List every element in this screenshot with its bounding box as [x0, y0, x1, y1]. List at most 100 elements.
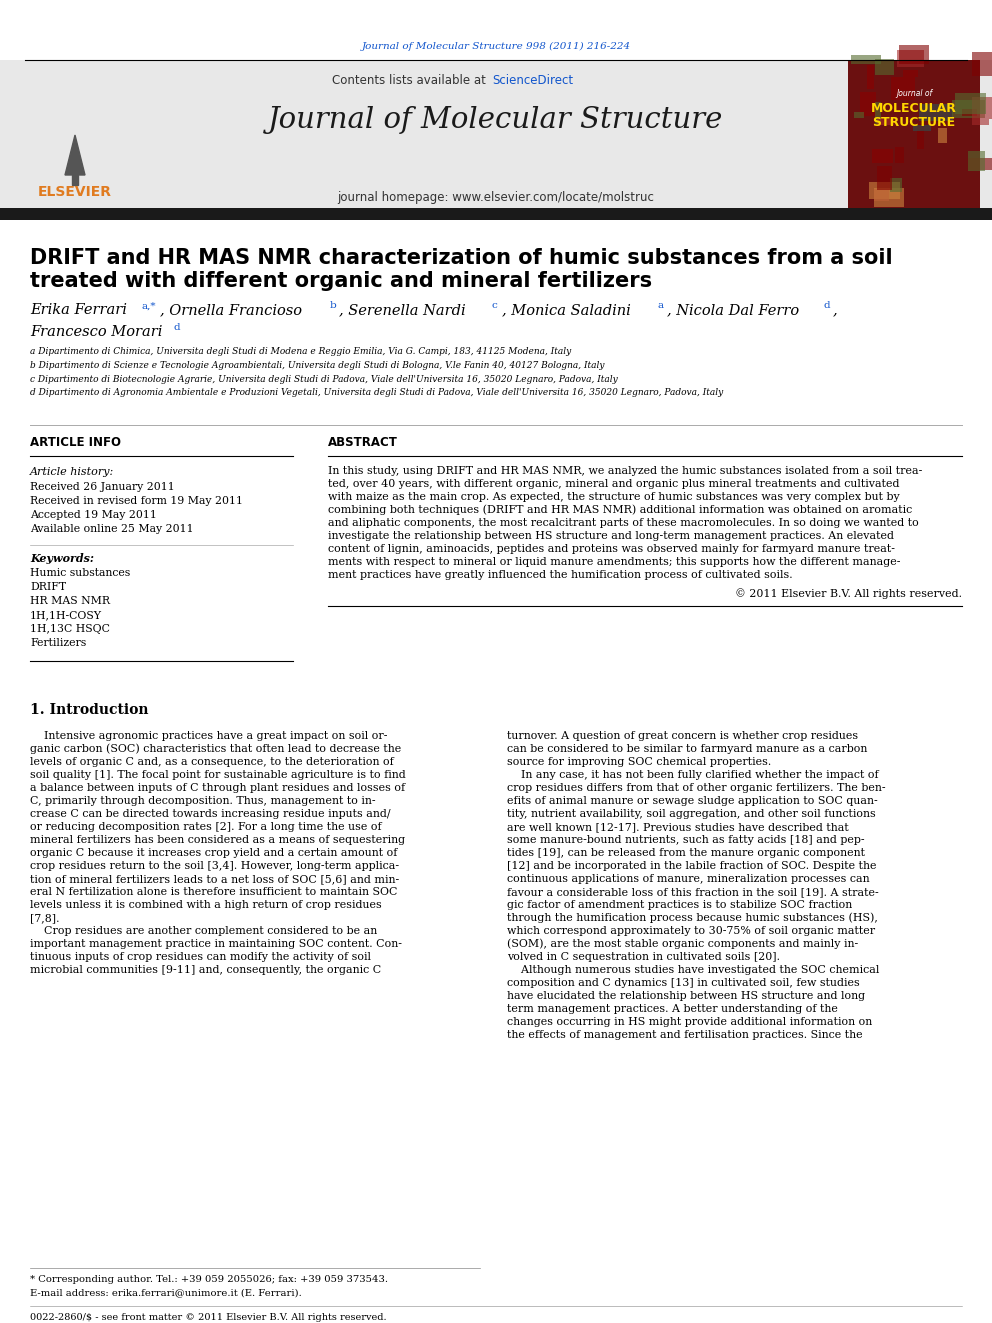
FancyBboxPatch shape: [954, 93, 986, 114]
Text: Contents lists available at: Contents lists available at: [332, 74, 490, 86]
Text: soil quality [1]. The focal point for sustainable agriculture is to find: soil quality [1]. The focal point for su…: [30, 770, 406, 781]
Text: C, primarily through decomposition. Thus, management to in-: C, primarily through decomposition. Thus…: [30, 796, 376, 806]
Text: tity, nutrient availability, soil aggregation, and other soil functions: tity, nutrient availability, soil aggreg…: [507, 808, 876, 819]
Text: STRUCTURE: STRUCTURE: [872, 115, 955, 128]
Text: ScienceDirect: ScienceDirect: [492, 74, 573, 86]
Text: 1H,1H-COSY: 1H,1H-COSY: [30, 610, 102, 620]
Text: Intensive agronomic practices have a great impact on soil or-: Intensive agronomic practices have a gre…: [30, 732, 388, 741]
Text: , Serenella Nardi: , Serenella Nardi: [339, 303, 470, 318]
FancyBboxPatch shape: [898, 50, 925, 67]
FancyBboxPatch shape: [848, 60, 980, 208]
Text: favour a considerable loss of this fraction in the soil [19]. A strate-: favour a considerable loss of this fract…: [507, 886, 879, 897]
Text: d: d: [824, 302, 830, 311]
Text: crop residues differs from that of other organic fertilizers. The ben-: crop residues differs from that of other…: [507, 783, 886, 792]
Polygon shape: [65, 135, 85, 175]
Text: Received 26 January 2011: Received 26 January 2011: [30, 482, 175, 492]
Text: Crop residues are another complement considered to be an: Crop residues are another complement con…: [30, 926, 377, 935]
Text: [7,8].: [7,8].: [30, 913, 60, 923]
Text: efits of animal manure or sewage sludge application to SOC quan-: efits of animal manure or sewage sludge …: [507, 796, 878, 806]
FancyBboxPatch shape: [938, 128, 947, 143]
Text: , Ornella Francioso: , Ornella Francioso: [160, 303, 307, 318]
Text: © 2011 Elsevier B.V. All rights reserved.: © 2011 Elsevier B.V. All rights reserved…: [735, 589, 962, 599]
Text: mineral fertilizers has been considered as a means of sequestering: mineral fertilizers has been considered …: [30, 835, 405, 845]
Text: with maize as the main crop. As expected, the structure of humic substances was : with maize as the main crop. As expected…: [328, 492, 900, 501]
Text: or reducing decomposition rates [2]. For a long time the use of: or reducing decomposition rates [2]. For…: [30, 822, 382, 832]
Text: Journal of Molecular Structure 998 (2011) 216-224: Journal of Molecular Structure 998 (2011…: [361, 41, 631, 50]
Text: * Corresponding author. Tel.: +39 059 2055026; fax: +39 059 373543.: * Corresponding author. Tel.: +39 059 20…: [30, 1275, 388, 1285]
Text: (SOM), are the most stable organic components and mainly in-: (SOM), are the most stable organic compo…: [507, 939, 858, 950]
Text: which correspond approximately to 30-75% of soil organic matter: which correspond approximately to 30-75%…: [507, 926, 875, 935]
Text: volved in C sequestration in cultivated soils [20].: volved in C sequestration in cultivated …: [507, 953, 780, 962]
Text: c Dipartimento di Biotecnologie Agrarie, Universita degli Studi di Padova, Viale: c Dipartimento di Biotecnologie Agrarie,…: [30, 374, 618, 384]
Text: and aliphatic components, the most recalcitrant parts of these macromolecules. I: and aliphatic components, the most recal…: [328, 519, 919, 528]
Text: b Dipartimento di Scienze e Tecnologie Agroambientali, Universita degli Studi di: b Dipartimento di Scienze e Tecnologie A…: [30, 361, 604, 370]
FancyBboxPatch shape: [972, 119, 989, 124]
Text: the effects of management and fertilisation practices. Since the: the effects of management and fertilisat…: [507, 1031, 863, 1040]
Text: Journal of Molecular Structure: Journal of Molecular Structure: [268, 106, 724, 134]
FancyBboxPatch shape: [869, 183, 900, 200]
Text: Francesco Morari: Francesco Morari: [30, 325, 167, 339]
Text: MOLECULAR: MOLECULAR: [871, 102, 957, 115]
FancyBboxPatch shape: [972, 52, 992, 75]
Text: ments with respect to mineral or liquid manure amendments; this supports how the: ments with respect to mineral or liquid …: [328, 557, 901, 568]
FancyBboxPatch shape: [895, 147, 905, 163]
FancyBboxPatch shape: [962, 110, 977, 115]
Text: ment practices have greatly influenced the humification process of cultivated so: ment practices have greatly influenced t…: [328, 570, 793, 579]
FancyBboxPatch shape: [877, 167, 893, 191]
FancyBboxPatch shape: [872, 149, 893, 163]
Text: ,: ,: [833, 303, 837, 318]
Text: through the humification process because humic substances (HS),: through the humification process because…: [507, 913, 878, 923]
Text: Keywords:: Keywords:: [30, 553, 94, 565]
Text: E-mail address: erika.ferrari@unimore.it (E. Ferrari).: E-mail address: erika.ferrari@unimore.it…: [30, 1289, 302, 1298]
Text: a Dipartimento di Chimica, Universita degli Studi di Modena e Reggio Emilia, Via: a Dipartimento di Chimica, Universita de…: [30, 348, 571, 356]
Text: important management practice in maintaining SOC content. Con-: important management practice in maintai…: [30, 939, 402, 949]
FancyBboxPatch shape: [903, 70, 918, 77]
Text: Received in revised form 19 May 2011: Received in revised form 19 May 2011: [30, 496, 243, 505]
Text: can be considered to be similar to farmyard manure as a carbon: can be considered to be similar to farmy…: [507, 744, 867, 754]
FancyBboxPatch shape: [860, 91, 877, 116]
Text: ted, over 40 years, with different organic, mineral and organic plus mineral tre: ted, over 40 years, with different organ…: [328, 479, 900, 490]
Text: treated with different organic and mineral fertilizers: treated with different organic and miner…: [30, 271, 652, 291]
Text: Accepted 19 May 2011: Accepted 19 May 2011: [30, 509, 157, 520]
Text: continuous applications of manure, mineralization processes can: continuous applications of manure, miner…: [507, 875, 870, 884]
Text: Article history:: Article history:: [30, 467, 114, 478]
Text: 1. Introduction: 1. Introduction: [30, 703, 149, 717]
Text: journal homepage: www.elsevier.com/locate/molstruc: journal homepage: www.elsevier.com/locat…: [337, 191, 655, 204]
Text: In this study, using DRIFT and HR MAS NMR, we analyzed the humic substances isol: In this study, using DRIFT and HR MAS NM…: [328, 466, 923, 476]
FancyBboxPatch shape: [899, 45, 930, 65]
Text: Humic substances: Humic substances: [30, 568, 130, 578]
FancyBboxPatch shape: [890, 179, 902, 192]
Text: crease C can be directed towards increasing residue inputs and/: crease C can be directed towards increas…: [30, 808, 391, 819]
Text: 0022-2860/$ - see front matter © 2011 Elsevier B.V. All rights reserved.: 0022-2860/$ - see front matter © 2011 El…: [30, 1314, 387, 1323]
Text: levels of organic C and, as a consequence, to the deterioration of: levels of organic C and, as a consequenc…: [30, 757, 394, 767]
FancyBboxPatch shape: [851, 56, 881, 65]
Text: crop residues return to the soil [3,4]. However, long-term applica-: crop residues return to the soil [3,4]. …: [30, 861, 399, 871]
Text: ELSEVIER: ELSEVIER: [38, 185, 112, 198]
Text: some manure-bound nutrients, such as fatty acids [18] and pep-: some manure-bound nutrients, such as fat…: [507, 835, 865, 845]
Text: a balance between inputs of C through plant residues and losses of: a balance between inputs of C through pl…: [30, 783, 405, 792]
FancyBboxPatch shape: [0, 208, 992, 220]
Text: Fertilizers: Fertilizers: [30, 638, 86, 648]
Text: tinuous inputs of crop residues can modify the activity of soil: tinuous inputs of crop residues can modi…: [30, 953, 371, 962]
FancyBboxPatch shape: [914, 126, 931, 131]
Text: , Monica Saladini: , Monica Saladini: [502, 303, 635, 318]
Text: gic factor of amendment practices is to stabilize SOC fraction: gic factor of amendment practices is to …: [507, 900, 852, 910]
Text: tion of mineral fertilizers leads to a net loss of SOC [5,6] and min-: tion of mineral fertilizers leads to a n…: [30, 875, 399, 884]
FancyBboxPatch shape: [874, 188, 904, 208]
FancyBboxPatch shape: [876, 102, 881, 124]
Text: term management practices. A better understanding of the: term management practices. A better unde…: [507, 1004, 838, 1013]
FancyBboxPatch shape: [874, 189, 889, 201]
Text: 1H,13C HSQC: 1H,13C HSQC: [30, 624, 110, 634]
Text: organic C because it increases crop yield and a certain amount of: organic C because it increases crop yiel…: [30, 848, 398, 859]
FancyBboxPatch shape: [877, 119, 894, 126]
Text: are well known [12-17]. Previous studies have described that: are well known [12-17]. Previous studies…: [507, 822, 849, 832]
FancyBboxPatch shape: [972, 97, 992, 119]
Text: Erika Ferrari: Erika Ferrari: [30, 303, 132, 318]
Text: composition and C dynamics [13] in cultivated soil, few studies: composition and C dynamics [13] in culti…: [507, 978, 860, 988]
Text: tides [19], can be released from the manure organic component: tides [19], can be released from the man…: [507, 848, 865, 859]
FancyBboxPatch shape: [875, 60, 894, 75]
Polygon shape: [72, 175, 78, 185]
Text: ganic carbon (SOC) characteristics that often lead to decrease the: ganic carbon (SOC) characteristics that …: [30, 744, 401, 754]
FancyBboxPatch shape: [918, 124, 924, 148]
FancyBboxPatch shape: [968, 159, 992, 169]
